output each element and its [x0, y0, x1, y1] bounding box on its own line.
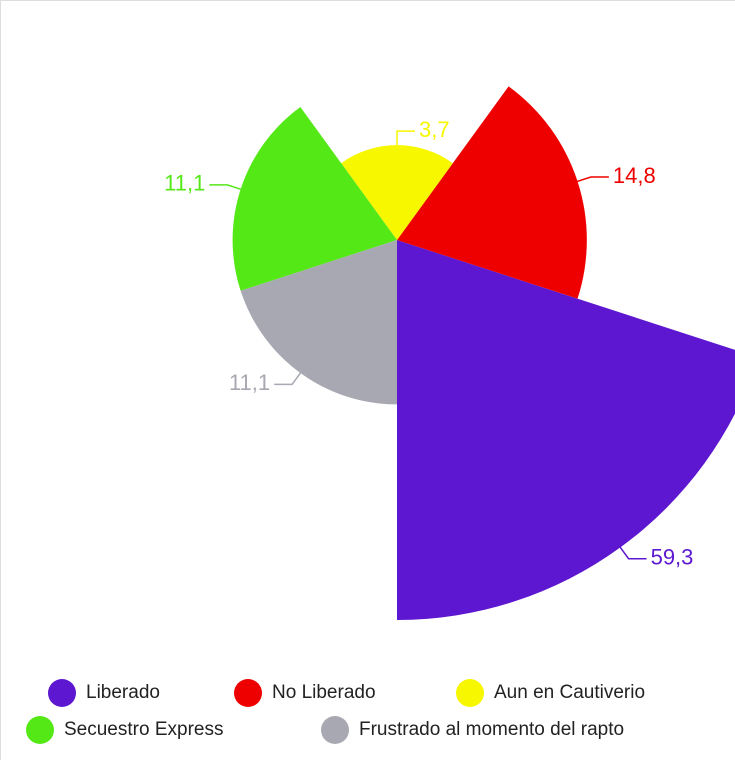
slice	[232, 106, 397, 291]
leader-line	[618, 545, 647, 560]
slice	[397, 240, 735, 620]
value-label: 3,7	[419, 117, 450, 142]
value-label: 14,8	[613, 163, 656, 188]
value-label: 11,1	[164, 171, 205, 196]
legend-label: Liberado	[86, 682, 160, 703]
legend-label: Secuestro Express	[64, 719, 223, 740]
legend-label: Aun en Cautiverio	[494, 682, 645, 703]
legend-marker	[321, 716, 349, 744]
legend-marker	[48, 679, 76, 707]
legend-marker	[456, 679, 484, 707]
legend-marker	[234, 679, 262, 707]
value-label: 11,1	[229, 370, 270, 395]
value-label: 59,3	[651, 545, 694, 570]
leader-line	[209, 184, 243, 191]
leader-line	[575, 176, 609, 183]
slice	[240, 240, 397, 405]
legend-label: Frustrado al momento del rapto	[359, 719, 624, 740]
slice	[341, 145, 453, 240]
legend-marker	[26, 716, 54, 744]
slice	[397, 86, 587, 299]
leader-line	[396, 130, 415, 148]
leader-line	[274, 370, 303, 386]
legend-label: No Liberado	[272, 682, 376, 703]
